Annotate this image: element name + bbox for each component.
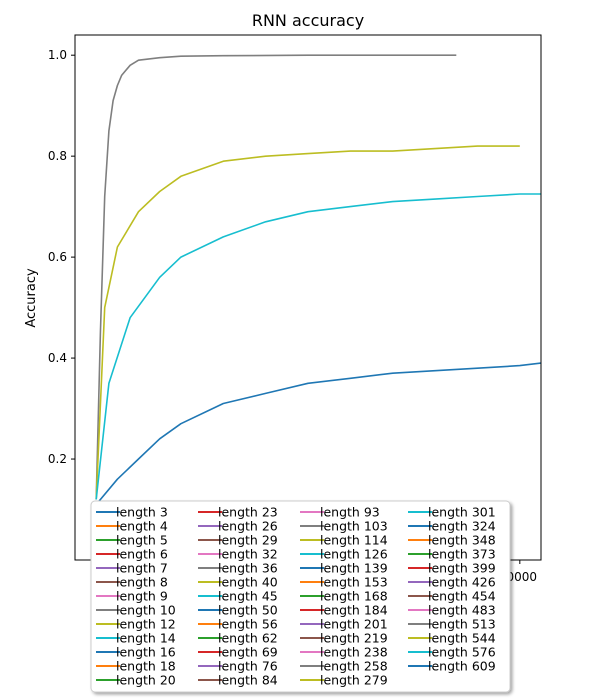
legend-label: length 50 bbox=[218, 603, 278, 618]
legend-label: length 114 bbox=[320, 533, 388, 548]
series-line-length-40 bbox=[95, 145, 520, 500]
legend-label: length 426 bbox=[428, 575, 496, 590]
legend-label: length 84 bbox=[218, 673, 278, 688]
legend-label: length 576 bbox=[428, 645, 496, 660]
legend-label: length 5 bbox=[116, 533, 168, 548]
legend-label: length 40 bbox=[218, 575, 278, 590]
y-tick-label: 0.4 bbox=[48, 351, 67, 365]
legend-label: length 36 bbox=[218, 561, 278, 576]
x-tick-label: 0000 bbox=[507, 570, 538, 584]
legend-label: length 12 bbox=[116, 617, 176, 632]
legend-label: length 324 bbox=[428, 519, 496, 534]
legend-label: length 609 bbox=[428, 659, 496, 674]
legend-label: length 184 bbox=[320, 603, 388, 618]
legend-label: length 56 bbox=[218, 617, 278, 632]
legend-label: length 20 bbox=[116, 673, 176, 688]
legend-label: length 14 bbox=[116, 631, 176, 646]
y-tick-label: 1.0 bbox=[48, 48, 67, 62]
y-tick-label: 0.2 bbox=[48, 452, 67, 466]
legend-label: length 18 bbox=[116, 659, 176, 674]
legend-label: length 62 bbox=[218, 631, 278, 646]
legend-label: length 9 bbox=[116, 589, 168, 604]
legend-label: length 301 bbox=[428, 505, 496, 520]
series-line-length-609 bbox=[95, 362, 541, 506]
legend-label: length 8 bbox=[116, 575, 168, 590]
legend-label: length 279 bbox=[320, 673, 388, 688]
chart-title: RNN accuracy bbox=[252, 11, 364, 30]
legend-label: length 454 bbox=[428, 589, 496, 604]
legend-label: length 16 bbox=[116, 645, 176, 660]
legend-label: length 139 bbox=[320, 561, 388, 576]
y-axis-ticks: 0.2 0.4 0.6 0.8 1.0 bbox=[48, 48, 75, 466]
y-tick-label: 0.8 bbox=[48, 149, 67, 163]
y-tick-label: 0.6 bbox=[48, 250, 67, 264]
legend-label: length 348 bbox=[428, 533, 496, 548]
series-layer bbox=[95, 54, 541, 506]
legend-label: length 513 bbox=[428, 617, 496, 632]
legend-label: length 3 bbox=[116, 505, 168, 520]
legend-label: length 45 bbox=[218, 589, 278, 604]
legend-label: length 93 bbox=[320, 505, 380, 520]
legend-label: length 399 bbox=[428, 561, 496, 576]
legend-label: length 373 bbox=[428, 547, 496, 562]
legend-label: length 168 bbox=[320, 589, 388, 604]
legend-label: length 29 bbox=[218, 533, 278, 548]
legend-label: length 4 bbox=[116, 519, 168, 534]
legend-label: length 219 bbox=[320, 631, 388, 646]
legend-label: length 201 bbox=[320, 617, 388, 632]
legend-label: length 258 bbox=[320, 659, 388, 674]
legend-label: length 103 bbox=[320, 519, 388, 534]
legend-label: length 6 bbox=[116, 547, 168, 562]
legend-label: length 483 bbox=[428, 603, 496, 618]
legend-label: length 238 bbox=[320, 645, 388, 660]
series-line-length-45 bbox=[95, 193, 541, 500]
x-axis-ticks: 0000 bbox=[507, 560, 538, 584]
y-axis-label: Accuracy bbox=[24, 268, 39, 328]
legend-label: length 544 bbox=[428, 631, 496, 646]
legend-label: length 10 bbox=[116, 603, 176, 618]
legend-label: length 153 bbox=[320, 575, 388, 590]
legend-label: length 7 bbox=[116, 561, 168, 576]
legend-label: length 69 bbox=[218, 645, 278, 660]
legend-label: length 32 bbox=[218, 547, 278, 562]
legend-label: length 26 bbox=[218, 519, 278, 534]
legend-label: length 23 bbox=[218, 505, 278, 520]
legend-label: length 126 bbox=[320, 547, 388, 562]
legend-label: length 76 bbox=[218, 659, 278, 674]
series-line-length-36 bbox=[95, 54, 457, 500]
